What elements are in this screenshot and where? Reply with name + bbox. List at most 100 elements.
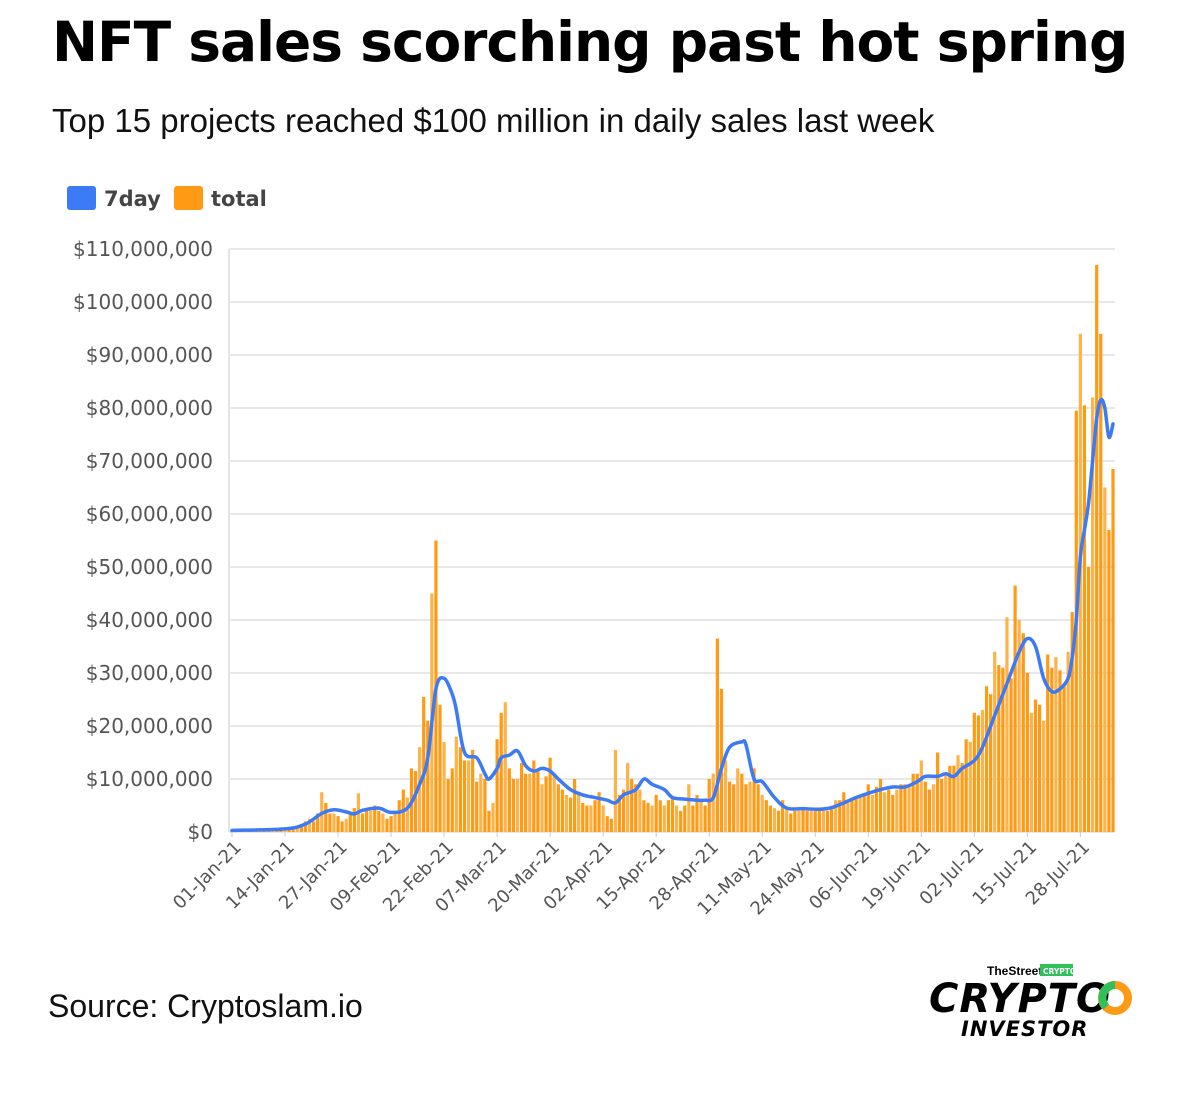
bar-total [340,821,344,832]
bar-total [756,784,760,832]
bar-total [1029,712,1034,832]
bar-total [381,813,385,832]
bar-total [825,810,830,832]
crypto-investor-logo: TheStreet CRYPTO CRYPTO INVESTOR [929,964,1132,1041]
grid [228,248,1115,833]
bar-total [728,781,732,832]
bar-total [805,810,809,832]
bar-total [405,797,409,832]
bar-total [984,686,989,832]
bar-total [850,800,854,832]
bar-total [927,789,932,832]
bar-total [642,800,646,832]
bar-total [617,794,622,832]
bar-total [499,712,503,832]
bar-total [923,781,927,832]
bar-total [980,710,985,832]
y-axis: $0 $10,000,000 $20,000,000 $30,000,000 $40,0… [73,237,213,844]
bar-total [487,810,491,832]
bar-total [887,789,891,832]
bar-total [528,773,532,832]
bar-total [650,805,654,832]
bar-total [1046,654,1050,832]
logo-badge-background [1040,964,1073,976]
y-tick-label: $80,000,000 [86,396,213,420]
y-tick-label: $10,000,000 [86,767,213,791]
bar-total [776,810,781,832]
bar-total [573,779,577,832]
bar-total [589,805,593,832]
bar-total [577,794,581,832]
bar-total [418,747,422,832]
x-axis: 01-Jan-2114-Jan-2127-Jan-2109-Feb-2122-F… [169,832,1094,919]
bar-total [1001,667,1005,832]
bar-total [960,763,964,832]
chart: 7day total $0 $10,000,000 $20,000,000 $30,0… [67,186,1115,919]
legend-swatch-total [174,186,203,210]
bar-total [1099,333,1103,832]
bar-total [458,747,463,832]
bar-total [723,760,728,832]
bar-total [332,813,336,832]
bar-total [634,784,638,832]
bar-total [556,784,560,832]
bar-total [564,794,569,832]
bar-total [1082,405,1087,832]
bar-total [560,789,564,832]
bar-total [438,704,442,832]
bar-total [466,760,471,832]
y-tick-label: $100,000,000 [73,290,213,314]
legend-label-7day: 7day [104,187,161,211]
bar-total [585,805,589,832]
bar-total [707,779,711,832]
bar-total [915,773,919,832]
bar-total [495,739,499,832]
chart-subtitle: Top 15 projects reached $100 million in … [52,102,935,139]
bar-total [964,739,968,832]
bar-total [732,784,736,832]
bar-total [1111,468,1115,832]
logo-badge: CRYPTO [1043,967,1076,976]
legend-swatch-7day [67,186,96,210]
bar-total [389,816,393,832]
bar-total [866,784,870,832]
bar-total [385,818,389,832]
y-tick-label: $0 [188,820,213,844]
bar-total [1042,720,1046,832]
bar-total [548,757,552,832]
bar-total [426,720,430,832]
y-tick-label: $20,000,000 [86,714,213,738]
bar-total [507,768,511,832]
bar-total [540,784,544,832]
line-7day [230,397,1115,833]
bar-total [952,765,956,832]
bar-total [311,821,316,832]
bar-total [336,816,340,832]
bar-total [1050,667,1054,832]
bar-total [785,808,789,832]
bar-total [1037,704,1042,832]
bar-total [882,792,887,832]
bar-total [829,808,834,832]
bar-total [764,800,768,832]
bar-total [597,792,601,832]
bar-total [1054,657,1058,832]
bar-total [809,810,813,832]
legend: 7day total [67,186,267,211]
bar-total [626,763,630,832]
bar-total [793,810,797,832]
bar-total [581,802,585,832]
y-tick-label: $50,000,000 [86,555,213,579]
bar-total [968,741,972,832]
bar-total [683,805,687,832]
y-tick-label: $110,000,000 [73,237,213,261]
bar-total [491,802,495,832]
bar-total [931,784,936,832]
bar-total [413,771,418,832]
bar-total [609,818,613,832]
bar-total [613,749,617,832]
bar-total [630,779,634,832]
bar-total [454,736,458,832]
bar-total [858,794,862,832]
bar-total [870,794,874,832]
